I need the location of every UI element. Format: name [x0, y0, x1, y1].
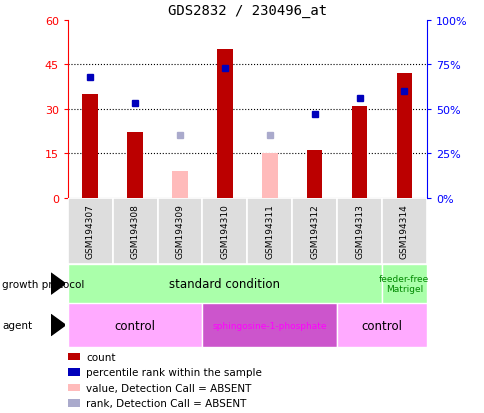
Bar: [172, 172, 187, 198]
Bar: [381, 264, 426, 304]
Text: standard condition: standard condition: [169, 278, 280, 290]
Bar: [68, 353, 80, 361]
Text: GSM194309: GSM194309: [175, 204, 184, 259]
Text: GSM194311: GSM194311: [265, 204, 274, 259]
Bar: [217, 50, 232, 198]
Bar: [68, 384, 80, 392]
Text: control: control: [361, 319, 402, 332]
Text: GSM194307: GSM194307: [86, 204, 95, 259]
Bar: [157, 198, 202, 264]
Bar: [291, 198, 336, 264]
Text: value, Detection Call = ABSENT: value, Detection Call = ABSENT: [86, 383, 251, 393]
Text: GSM194308: GSM194308: [130, 204, 139, 259]
Bar: [68, 198, 112, 264]
Bar: [68, 304, 202, 347]
Text: rank, Detection Call = ABSENT: rank, Detection Call = ABSENT: [86, 398, 246, 408]
Text: sphingosine-1-phosphate: sphingosine-1-phosphate: [212, 321, 326, 330]
Polygon shape: [51, 273, 65, 294]
Text: agent: agent: [2, 320, 32, 330]
Title: GDS2832 / 230496_at: GDS2832 / 230496_at: [167, 4, 326, 18]
Bar: [351, 107, 366, 198]
Text: percentile rank within the sample: percentile rank within the sample: [86, 367, 261, 377]
Bar: [396, 74, 411, 198]
Text: count: count: [86, 352, 116, 362]
Bar: [306, 151, 322, 198]
Text: GSM194313: GSM194313: [354, 204, 363, 259]
Polygon shape: [51, 315, 65, 336]
Bar: [82, 95, 98, 198]
Bar: [68, 368, 80, 376]
Text: feeder-free
Matrigel: feeder-free Matrigel: [378, 274, 429, 294]
Bar: [202, 198, 247, 264]
Bar: [127, 133, 143, 198]
Text: GSM194312: GSM194312: [309, 204, 318, 259]
Text: GSM194314: GSM194314: [399, 204, 408, 259]
Bar: [261, 154, 277, 198]
Bar: [381, 198, 426, 264]
Bar: [68, 399, 80, 407]
Bar: [68, 264, 381, 304]
Text: control: control: [114, 319, 155, 332]
Text: GSM194310: GSM194310: [220, 204, 229, 259]
Text: growth protocol: growth protocol: [2, 279, 85, 289]
Bar: [247, 198, 291, 264]
Bar: [336, 304, 426, 347]
Bar: [336, 198, 381, 264]
Bar: [202, 304, 336, 347]
Bar: [112, 198, 157, 264]
